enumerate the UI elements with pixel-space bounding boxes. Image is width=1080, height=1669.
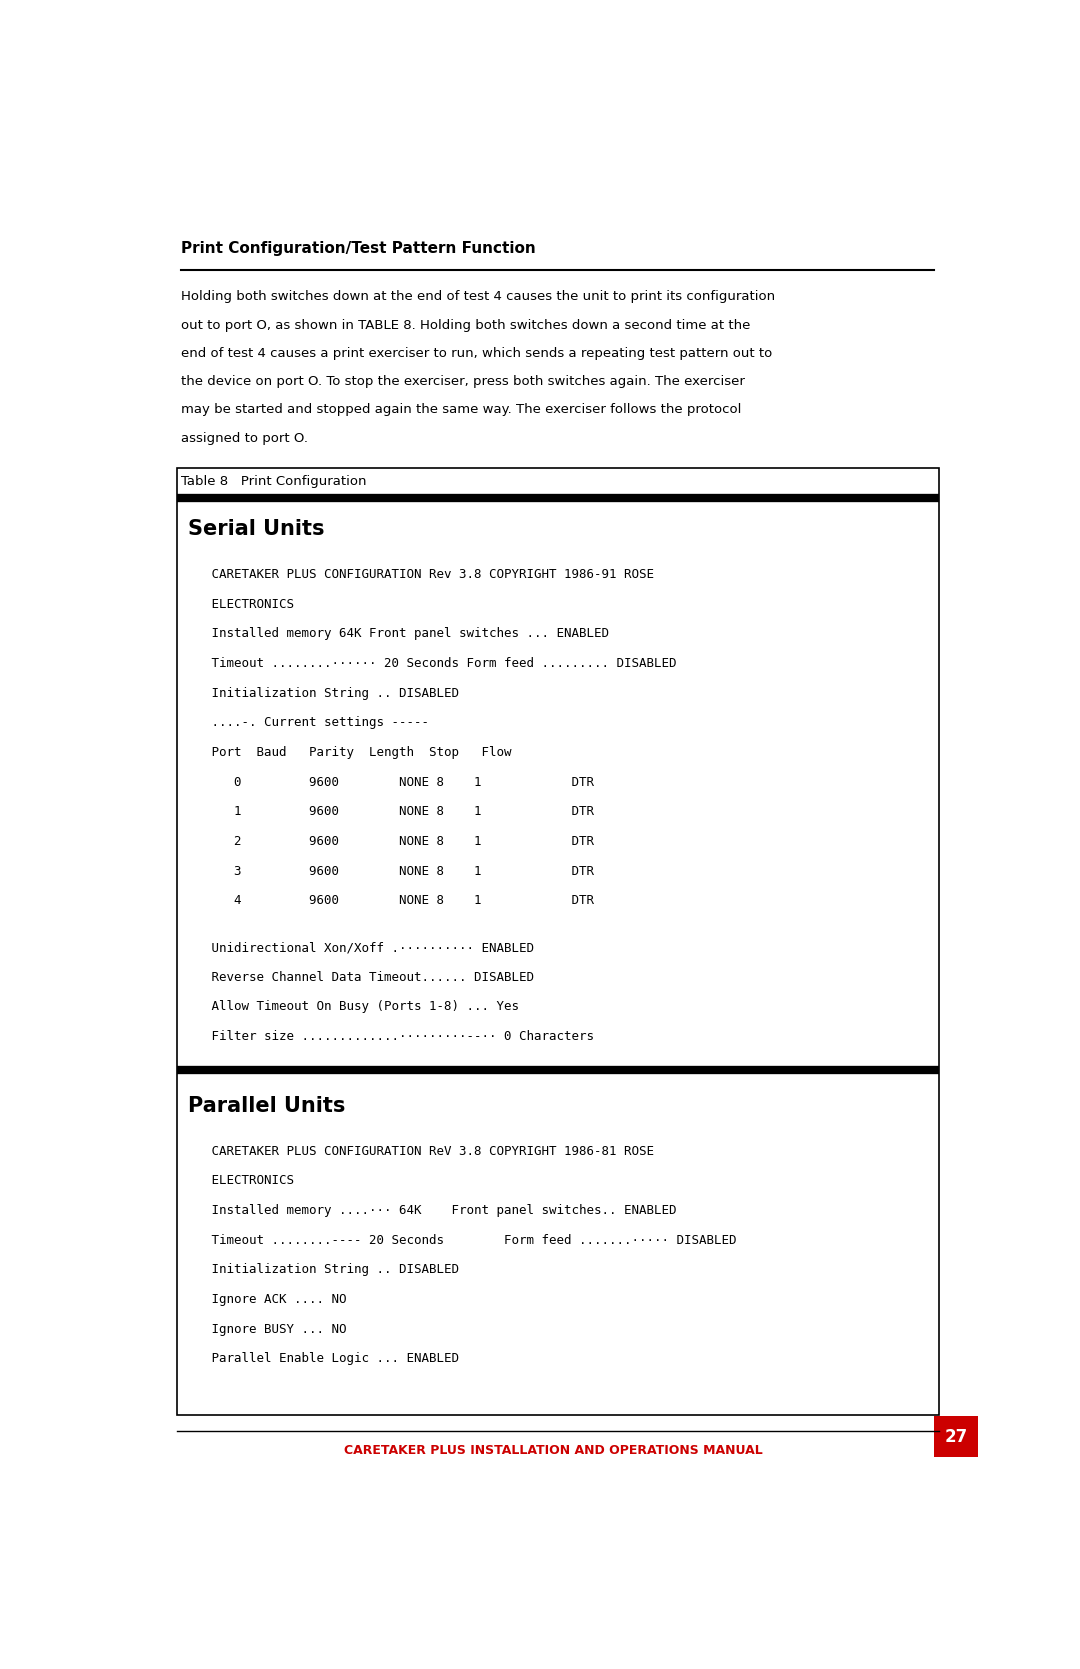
Text: Serial Units: Serial Units: [188, 519, 324, 539]
Text: Installed memory ....··· 64K    Front panel switches.. ENABLED: Installed memory ....··· 64K Front panel…: [189, 1203, 677, 1217]
Text: Parallel Enable Logic ... ENABLED: Parallel Enable Logic ... ENABLED: [189, 1352, 459, 1365]
Text: 1         9600        NONE 8    1            DTR: 1 9600 NONE 8 1 DTR: [189, 806, 594, 818]
Text: Print Configuration/Test Pattern Function: Print Configuration/Test Pattern Functio…: [181, 242, 536, 257]
Text: Reverse Channel Data Timeout...... DISABLED: Reverse Channel Data Timeout...... DISAB…: [189, 971, 535, 983]
Text: end of test 4 causes a print exerciser to run, which sends a repeating test patt: end of test 4 causes a print exerciser t…: [181, 347, 772, 361]
Text: Port  Baud   Parity  Length  Stop   Flow: Port Baud Parity Length Stop Flow: [189, 746, 512, 759]
Text: Holding both switches down at the end of test 4 causes the unit to print its con: Holding both switches down at the end of…: [181, 290, 775, 304]
Text: Ignore ACK .... NO: Ignore ACK .... NO: [189, 1293, 347, 1307]
Text: assigned to port O.: assigned to port O.: [181, 432, 308, 444]
Text: ELECTRONICS: ELECTRONICS: [189, 1175, 295, 1187]
Text: Timeout ........······ 20 Seconds Form feed ......... DISABLED: Timeout ........······ 20 Seconds Form f…: [189, 658, 677, 669]
Text: Unidirectional Xon/Xoff .·········· ENABLED: Unidirectional Xon/Xoff .·········· ENAB…: [189, 941, 535, 955]
Text: 2         9600        NONE 8    1            DTR: 2 9600 NONE 8 1 DTR: [189, 834, 594, 848]
Text: Timeout ........---- 20 Seconds        Form feed .......····· DISABLED: Timeout ........---- 20 Seconds Form fee…: [189, 1233, 737, 1247]
Text: the device on port O. To stop the exerciser, press both switches again. The exer: the device on port O. To stop the exerci…: [181, 376, 745, 389]
FancyBboxPatch shape: [934, 1415, 977, 1457]
Text: 0         9600        NONE 8    1            DTR: 0 9600 NONE 8 1 DTR: [189, 776, 594, 789]
Text: ELECTRONICS: ELECTRONICS: [189, 598, 295, 611]
Text: ....-. Current settings -----: ....-. Current settings -----: [189, 716, 430, 729]
Text: Initialization String .. DISABLED: Initialization String .. DISABLED: [189, 1263, 459, 1277]
Text: Installed memory 64K Front panel switches ... ENABLED: Installed memory 64K Front panel switche…: [189, 628, 609, 641]
Text: 27: 27: [945, 1427, 968, 1445]
Text: may be started and stopped again the same way. The exerciser follows the protoco: may be started and stopped again the sam…: [181, 404, 741, 416]
Text: 3         9600        NONE 8    1            DTR: 3 9600 NONE 8 1 DTR: [189, 865, 594, 878]
Text: CARETAKER PLUS INSTALLATION AND OPERATIONS MANUAL: CARETAKER PLUS INSTALLATION AND OPERATIO…: [345, 1444, 762, 1457]
Text: Table 8   Print Configuration: Table 8 Print Configuration: [181, 476, 366, 489]
Text: Initialization String .. DISABLED: Initialization String .. DISABLED: [189, 686, 459, 699]
Text: Allow Timeout On Busy (Ports 1-8) ... Yes: Allow Timeout On Busy (Ports 1-8) ... Ye…: [189, 1000, 519, 1013]
Text: 4         9600        NONE 8    1            DTR: 4 9600 NONE 8 1 DTR: [189, 895, 594, 908]
Text: CARETAKER PLUS CONFIGURATION ReV 3.8 COPYRIGHT 1986-81 ROSE: CARETAKER PLUS CONFIGURATION ReV 3.8 COP…: [189, 1145, 654, 1158]
FancyBboxPatch shape: [177, 467, 939, 1415]
Text: Filter size .............·········--·· 0 Characters: Filter size .............·········--·· 0…: [189, 1030, 594, 1043]
Text: out to port O, as shown in TABLE 8. Holding both switches down a second time at : out to port O, as shown in TABLE 8. Hold…: [181, 319, 751, 332]
Text: Ignore BUSY ... NO: Ignore BUSY ... NO: [189, 1324, 347, 1335]
Text: CARETAKER PLUS CONFIGURATION Rev 3.8 COPYRIGHT 1986-91 ROSE: CARETAKER PLUS CONFIGURATION Rev 3.8 COP…: [189, 567, 654, 581]
Text: Parallel Units: Parallel Units: [188, 1097, 346, 1117]
